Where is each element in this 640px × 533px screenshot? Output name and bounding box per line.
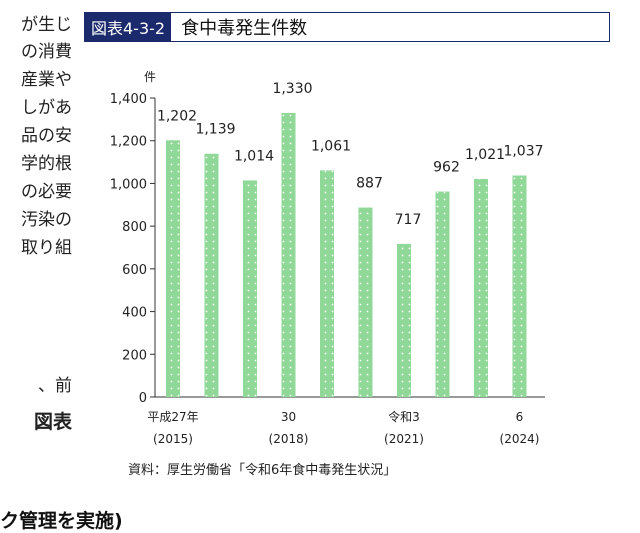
bar xyxy=(281,112,296,397)
bar xyxy=(397,243,411,397)
y-tick-label: 800 xyxy=(122,220,147,235)
y-tick-label: 1,400 xyxy=(110,92,147,107)
bar xyxy=(204,153,219,397)
y-tick-label: 0 xyxy=(139,391,147,406)
y-tick-label: 400 xyxy=(122,306,147,321)
x-tick-label: 30 xyxy=(281,410,296,424)
y-axis-unit: 件 xyxy=(144,70,156,84)
body-text-line: 品の安 xyxy=(21,126,72,146)
figure-title-box: 図表4-3-2 食中毒発生件数 xyxy=(84,12,610,42)
body-text-line: しがあ xyxy=(21,98,72,118)
value-label: 1,037 xyxy=(503,144,543,160)
figure-title: 食中毒発生件数 xyxy=(181,18,308,39)
value-label: 717 xyxy=(395,212,422,228)
source-note: 資料：厚生労働省「令和6年食中毒発生状況」 xyxy=(128,463,397,478)
y-tick-label: 1,200 xyxy=(110,135,147,150)
bar xyxy=(320,170,334,397)
body-text-line: 汚染の xyxy=(21,210,72,230)
x-tick-label-year: (2015) xyxy=(153,432,193,446)
x-tick-label-year: (2021) xyxy=(384,432,424,446)
value-label: 1,139 xyxy=(195,122,235,138)
bar xyxy=(435,191,450,397)
bar xyxy=(243,180,257,397)
value-label: 1,061 xyxy=(311,138,351,154)
y-tick-label: 200 xyxy=(122,348,147,363)
body-text-line: 取り組 xyxy=(21,238,72,258)
value-label: 887 xyxy=(356,176,383,192)
body-text-line: の必要 xyxy=(21,182,72,202)
value-label: 1,021 xyxy=(465,147,505,163)
x-tick-label: 令和3 xyxy=(388,409,420,424)
value-label: 1,202 xyxy=(157,108,197,124)
section-heading: ク管理を実施) xyxy=(0,510,123,532)
x-tick-label: 6 xyxy=(516,410,524,424)
figure-number: 図表4-3-2 xyxy=(85,13,172,41)
value-label: 962 xyxy=(433,160,460,176)
bar xyxy=(474,178,488,397)
body-text-line: 、前 xyxy=(38,376,72,396)
body-text-line: が生じ xyxy=(21,15,72,35)
y-tick-label: 600 xyxy=(122,263,147,278)
value-label: 1,014 xyxy=(234,148,274,164)
x-tick-label: 平成27年 xyxy=(147,410,198,424)
value-label: 1,330 xyxy=(272,81,312,97)
body-text-line: の消費 xyxy=(21,42,72,62)
body-text-line: 産業や xyxy=(21,70,72,90)
bar xyxy=(358,207,373,397)
x-tick-label-year: (2024) xyxy=(500,432,540,446)
y-tick-label: 1,000 xyxy=(110,177,147,192)
body-text-column: が生じ の消費 産業や しがあ 品の安 学的根 の必要 汚染の 取り組 、前 図… xyxy=(0,0,72,440)
bar xyxy=(166,140,180,397)
body-text-line: 学的根 xyxy=(21,154,72,174)
x-tick-label-year: (2018) xyxy=(269,432,309,446)
bar xyxy=(512,175,527,397)
body-text-figure-ref: 図表 xyxy=(33,411,72,433)
